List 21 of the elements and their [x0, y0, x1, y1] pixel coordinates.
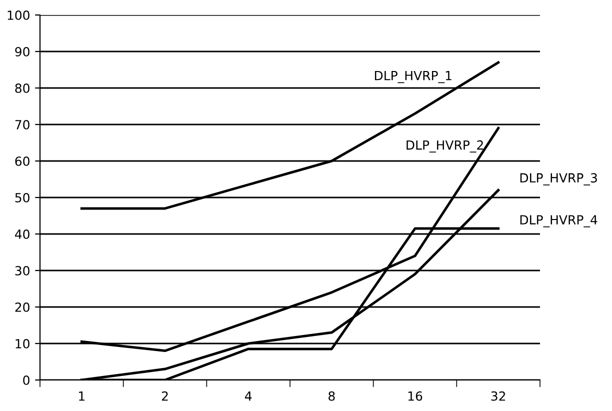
y-tick-label: 20	[15, 302, 30, 312]
y-tick-label: 70	[15, 120, 30, 130]
series-label: DLP_HVRP_4	[520, 215, 598, 228]
y-tick-label: 90	[15, 46, 30, 56]
x-tick-label: 32	[491, 391, 506, 401]
x-tick-label: 2	[162, 391, 168, 401]
series-label: DLP_HVRP_2	[406, 140, 483, 153]
y-tick-label: 60	[15, 156, 30, 166]
y-tick-label: 40	[14, 229, 30, 239]
x-tick-label: 16	[408, 391, 422, 401]
series-label: DLP_HVRP_3	[520, 173, 597, 186]
x-tick-label: 4	[244, 391, 252, 401]
y-tick-label: 10	[16, 338, 30, 348]
y-tick-label: 100	[8, 10, 30, 20]
x-tick-label: 1	[79, 391, 84, 401]
x-tick-label: 8	[328, 391, 335, 401]
y-tick-label: 0	[23, 375, 30, 385]
series-label: DLP_HVRP_1	[374, 71, 452, 84]
y-tick-label: 30	[15, 266, 30, 276]
y-tick-label: 80	[15, 83, 30, 93]
y-tick-label: 50	[15, 192, 30, 202]
